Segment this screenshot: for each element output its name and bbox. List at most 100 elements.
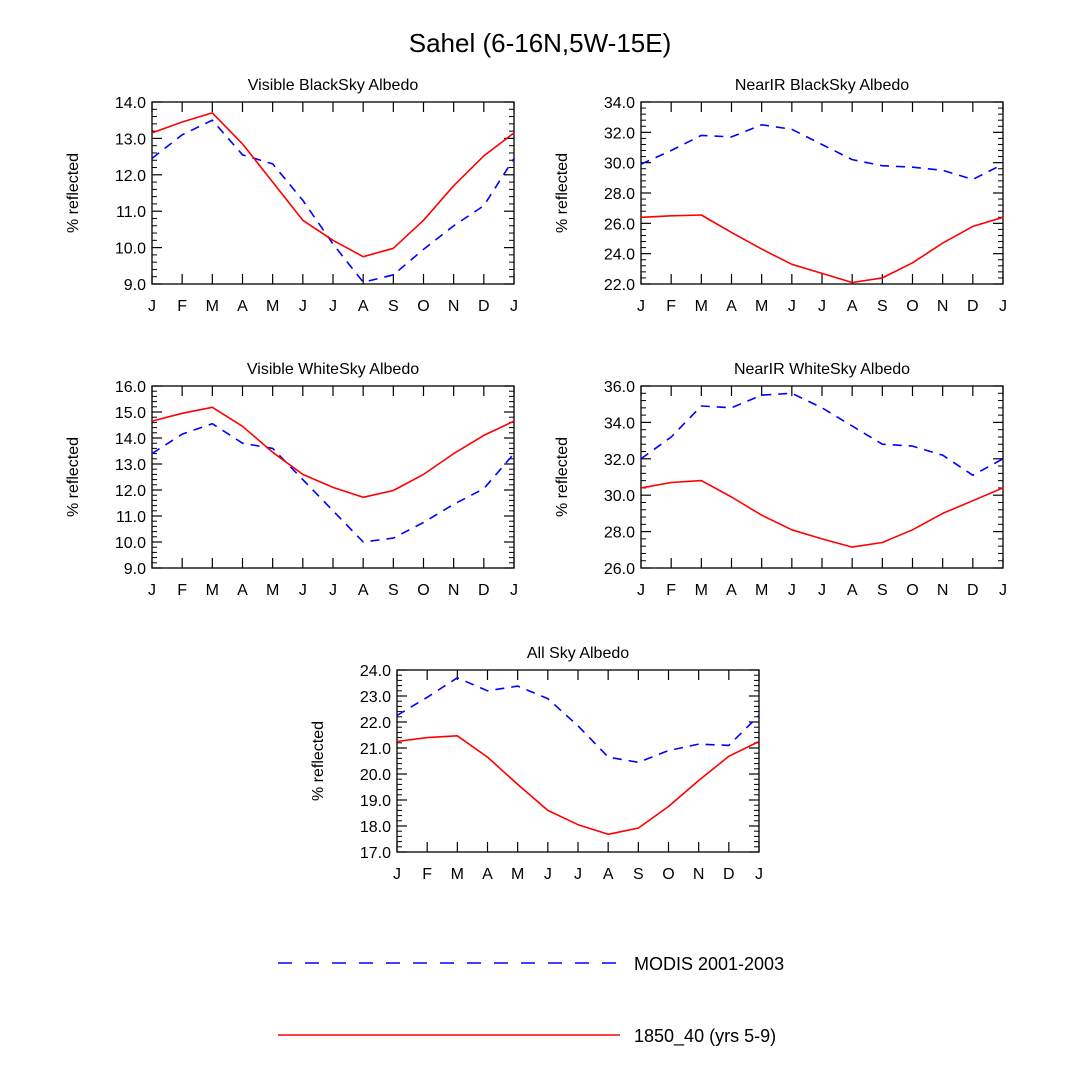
y-tick-label: 30.0 [604,156,635,173]
y-tick-label: 9.0 [124,277,146,294]
panel-title: Visible WhiteSky Albedo [247,361,419,378]
x-tick-label: S [388,298,399,315]
x-tick-label: M [206,298,219,315]
x-tick-label: M [266,298,279,315]
y-tick-label: 23.0 [360,689,391,706]
x-tick-label: J [788,582,796,599]
x-tick-label: O [417,582,429,599]
y-axis-label: % reflected [310,721,327,801]
x-tick-label: F [666,582,676,599]
panel-title: NearIR WhiteSky Albedo [734,361,910,378]
legend-label-model: 1850_40 (yrs 5-9) [634,1026,776,1047]
x-tick-label: M [755,298,768,315]
panel-title: All Sky Albedo [527,645,629,662]
y-tick-label: 28.0 [604,186,635,203]
x-tick-label: J [148,298,156,315]
series-line-modis [396,676,760,764]
x-tick-label: N [448,582,460,599]
y-tick-label: 36.0 [604,379,635,396]
x-tick-label: A [237,298,248,315]
x-tick-label: O [417,298,429,315]
legend: MODIS 2001-2003 1850_40 (yrs 5-9) [278,954,784,1047]
y-tick-label: 22.0 [604,277,635,294]
x-tick-label: S [877,582,888,599]
y-tick-label: 24.0 [360,663,391,680]
y-axis-label: % reflected [65,153,82,233]
x-tick-label: J [329,298,337,315]
y-axis-label: % reflected [554,153,571,233]
x-tick-label: A [726,298,737,315]
x-tick-label: A [237,582,248,599]
x-tick-label: S [877,298,888,315]
x-tick-label: M [695,298,708,315]
x-tick-label: A [603,866,614,883]
figure-title: Sahel (6-16N,5W-15E) [409,28,672,58]
x-tick-label: J [299,582,307,599]
plot-frame [151,385,515,569]
y-tick-label: 12.0 [115,483,146,500]
y-tick-label: 32.0 [604,125,635,142]
x-tick-label: J [574,866,582,883]
x-tick-label: J [510,582,518,599]
x-tick-label: J [788,298,796,315]
x-tick-label: N [448,298,460,315]
x-tick-label: M [206,582,219,599]
y-tick-label: 30.0 [604,488,635,505]
series-line-model [396,734,760,836]
legend-label-modis: MODIS 2001-2003 [634,954,784,974]
x-tick-label: F [177,582,187,599]
series-line-model [640,214,1004,284]
x-tick-label: J [393,866,401,883]
y-tick-label: 17.0 [360,845,391,862]
x-tick-label: J [999,298,1007,315]
x-tick-label: O [906,298,918,315]
y-tick-label: 12.0 [115,168,146,185]
x-tick-label: J [637,298,645,315]
x-tick-label: J [299,298,307,315]
x-tick-label: A [847,298,858,315]
y-tick-label: 26.0 [604,561,635,578]
x-tick-label: A [482,866,493,883]
x-tick-label: A [847,582,858,599]
panel-title: NearIR BlackSky Albedo [735,77,909,94]
x-tick-label: D [478,582,490,599]
x-tick-label: N [937,582,949,599]
y-tick-label: 15.0 [115,405,146,422]
y-tick-label: 14.0 [115,431,146,448]
x-tick-label: M [511,866,524,883]
x-tick-label: D [967,582,979,599]
series-line-model [640,479,1004,548]
x-tick-label: J [544,866,552,883]
y-tick-label: 22.0 [360,715,391,732]
x-tick-label: D [967,298,979,315]
x-tick-label: J [637,582,645,599]
x-tick-label: M [266,582,279,599]
x-tick-label: J [818,298,826,315]
x-tick-label: D [723,866,735,883]
x-tick-label: J [510,298,518,315]
x-tick-label: O [906,582,918,599]
series-line-model [151,406,515,499]
x-tick-label: A [358,582,369,599]
x-tick-label: M [695,582,708,599]
x-tick-label: F [666,298,676,315]
y-tick-label: 10.0 [115,241,146,258]
x-tick-label: D [478,298,490,315]
y-tick-label: 20.0 [360,767,391,784]
y-tick-label: 16.0 [115,379,146,396]
x-tick-label: N [937,298,949,315]
y-tick-label: 13.0 [115,457,146,474]
x-tick-label: F [422,866,432,883]
y-tick-label: 10.0 [115,535,146,552]
x-tick-label: S [633,866,644,883]
y-tick-label: 34.0 [604,415,635,432]
x-tick-label: N [693,866,705,883]
x-tick-label: F [177,298,187,315]
y-tick-label: 14.0 [115,95,146,112]
y-tick-label: 21.0 [360,741,391,758]
